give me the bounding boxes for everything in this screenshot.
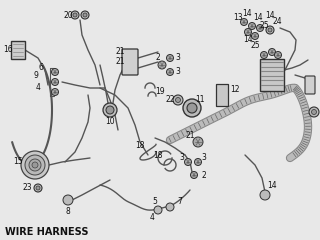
Circle shape xyxy=(183,99,201,117)
Text: 25: 25 xyxy=(259,22,269,30)
Text: 21: 21 xyxy=(115,48,125,56)
Text: 14: 14 xyxy=(242,10,252,18)
Circle shape xyxy=(260,190,270,200)
Circle shape xyxy=(21,151,49,179)
Text: 24: 24 xyxy=(272,18,282,26)
Text: 8: 8 xyxy=(66,208,70,216)
FancyBboxPatch shape xyxy=(122,49,138,75)
Text: 4: 4 xyxy=(36,84,40,92)
Text: 3: 3 xyxy=(180,154,184,162)
Bar xyxy=(216,84,228,106)
Circle shape xyxy=(252,32,259,40)
Text: 13: 13 xyxy=(233,13,243,23)
Circle shape xyxy=(266,26,274,34)
FancyBboxPatch shape xyxy=(305,76,315,94)
Circle shape xyxy=(106,106,114,114)
Circle shape xyxy=(249,23,255,30)
Text: 23: 23 xyxy=(22,184,32,192)
Text: 25: 25 xyxy=(250,42,260,50)
Circle shape xyxy=(257,24,263,31)
Text: 3: 3 xyxy=(202,154,206,162)
Circle shape xyxy=(36,186,40,190)
Text: 21: 21 xyxy=(185,131,195,139)
Text: 18: 18 xyxy=(153,150,163,160)
Text: 22: 22 xyxy=(165,96,175,104)
Circle shape xyxy=(83,13,87,17)
Circle shape xyxy=(29,159,41,171)
Text: 16: 16 xyxy=(3,46,13,54)
Text: 9: 9 xyxy=(34,72,38,80)
Circle shape xyxy=(190,172,197,179)
Circle shape xyxy=(187,103,197,113)
Text: 5: 5 xyxy=(153,198,157,206)
Text: 3: 3 xyxy=(176,67,180,77)
Text: 21: 21 xyxy=(115,58,125,66)
Circle shape xyxy=(103,103,117,117)
Circle shape xyxy=(268,28,272,32)
Text: 12: 12 xyxy=(230,85,240,95)
Text: 2: 2 xyxy=(156,53,160,61)
Text: 2: 2 xyxy=(202,170,206,180)
Circle shape xyxy=(185,158,191,166)
Text: 11: 11 xyxy=(195,96,205,104)
Circle shape xyxy=(166,203,174,211)
Circle shape xyxy=(34,184,42,192)
Circle shape xyxy=(81,11,89,19)
Text: 10: 10 xyxy=(105,118,115,126)
Circle shape xyxy=(275,52,282,59)
Text: 15: 15 xyxy=(13,157,23,167)
Text: 14: 14 xyxy=(267,180,277,190)
Circle shape xyxy=(71,11,79,19)
Circle shape xyxy=(73,13,77,17)
Text: WIRE HARNESS: WIRE HARNESS xyxy=(5,227,89,237)
Text: 18: 18 xyxy=(135,140,145,150)
Text: 20: 20 xyxy=(63,11,73,19)
Circle shape xyxy=(32,162,38,168)
Circle shape xyxy=(25,155,45,175)
Circle shape xyxy=(195,158,202,166)
Bar xyxy=(260,59,284,91)
Circle shape xyxy=(309,107,319,117)
Bar xyxy=(11,41,25,59)
Circle shape xyxy=(166,54,173,61)
Circle shape xyxy=(173,95,183,105)
Circle shape xyxy=(52,68,59,76)
Text: 7: 7 xyxy=(178,198,182,206)
Text: 14: 14 xyxy=(243,36,253,44)
Circle shape xyxy=(154,206,162,214)
Circle shape xyxy=(52,78,59,85)
Circle shape xyxy=(52,89,59,96)
Circle shape xyxy=(193,137,203,147)
Circle shape xyxy=(158,61,166,69)
Circle shape xyxy=(63,195,73,205)
Circle shape xyxy=(311,109,316,114)
Text: 14: 14 xyxy=(265,12,275,20)
Text: 3: 3 xyxy=(176,54,180,62)
Circle shape xyxy=(166,68,173,76)
Circle shape xyxy=(241,18,247,25)
Circle shape xyxy=(244,29,252,36)
Circle shape xyxy=(268,48,276,55)
Text: 6: 6 xyxy=(39,64,44,72)
Text: 14: 14 xyxy=(253,13,263,23)
Circle shape xyxy=(260,52,268,59)
Circle shape xyxy=(185,101,199,115)
Circle shape xyxy=(188,104,196,112)
Text: 19: 19 xyxy=(155,88,165,96)
Text: 4: 4 xyxy=(149,214,155,222)
Circle shape xyxy=(175,97,180,102)
